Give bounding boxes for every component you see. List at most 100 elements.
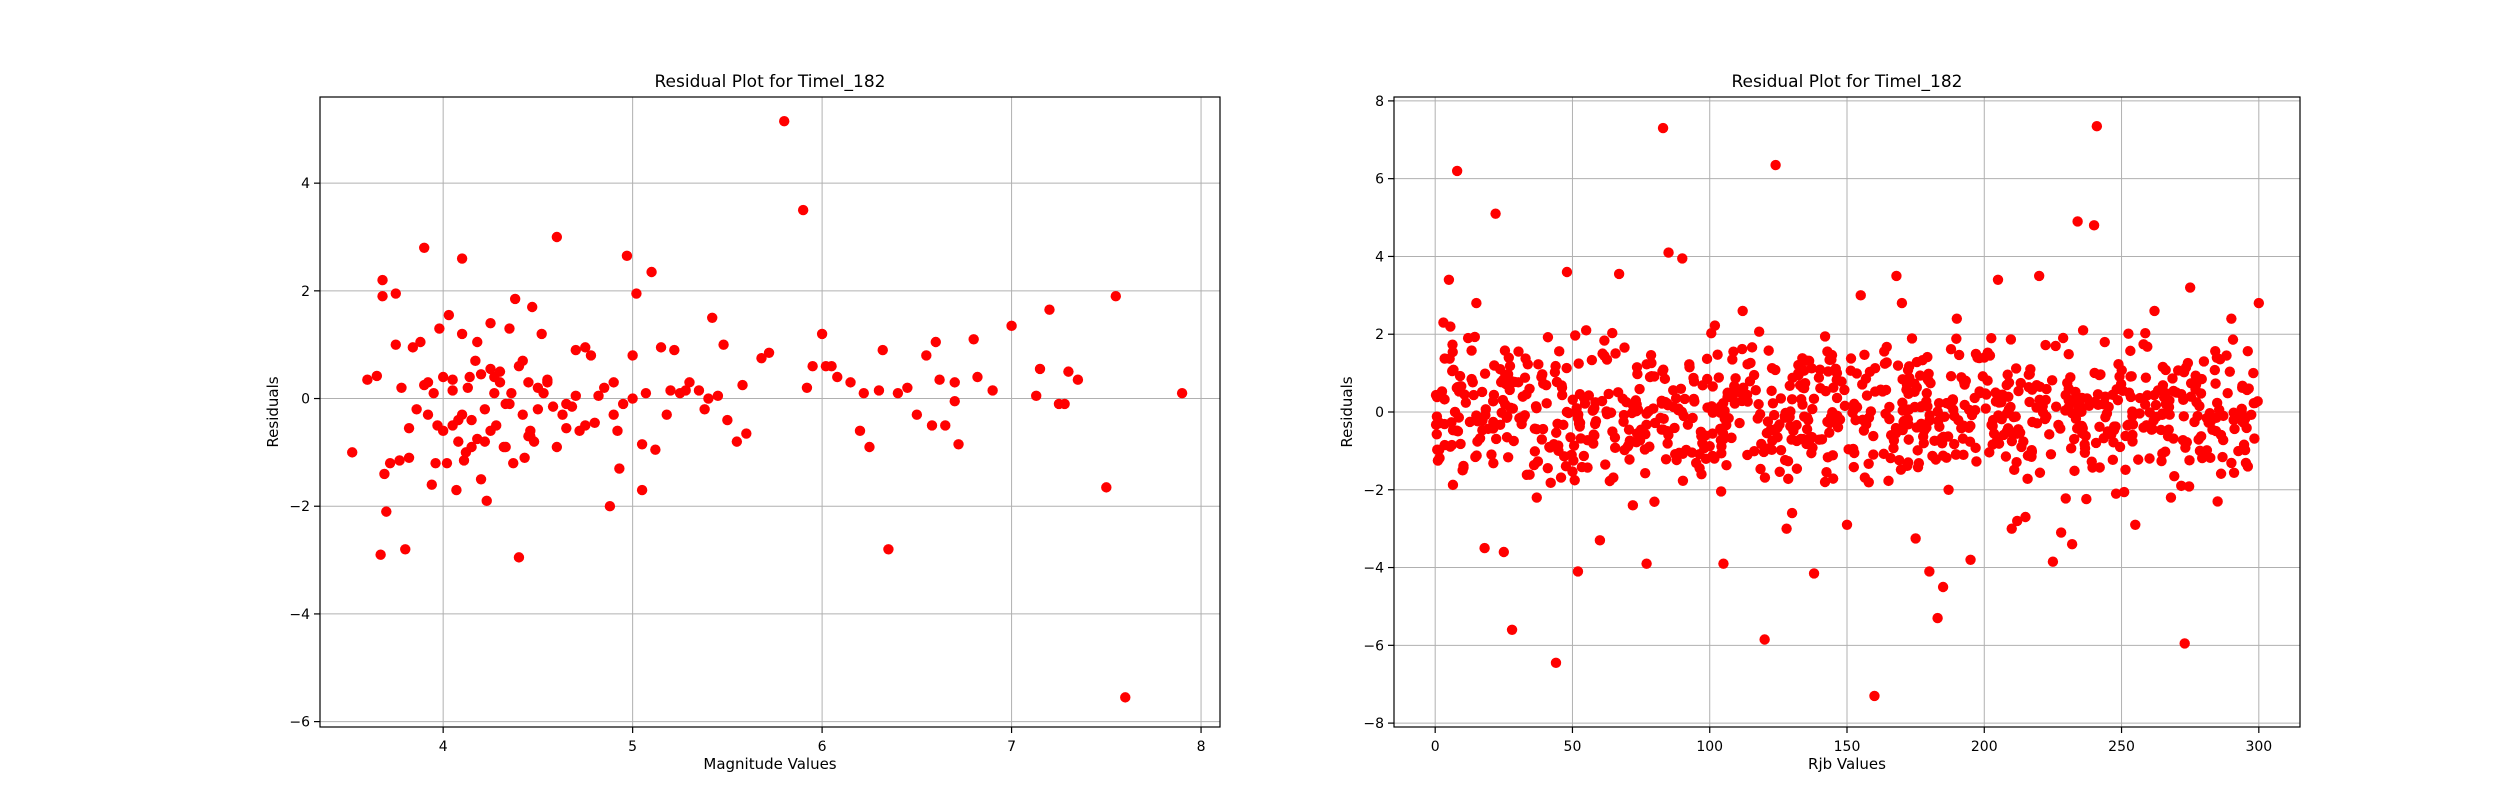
data-point — [858, 387, 869, 399]
data-point — [419, 379, 430, 391]
data-point — [2177, 434, 2189, 446]
data-point — [2108, 437, 2119, 448]
data-point — [826, 361, 837, 372]
data-point — [1770, 159, 1781, 171]
data-point — [1855, 290, 1866, 301]
data-point — [2117, 385, 2129, 397]
data-point — [1677, 448, 1689, 459]
data-point — [1601, 409, 1613, 420]
y-tick-label: −2 — [289, 499, 310, 515]
data-point — [453, 436, 464, 447]
data-point — [2068, 433, 2080, 445]
data-point — [1863, 477, 1874, 488]
data-point — [1890, 428, 1902, 439]
data-point — [1561, 266, 1573, 278]
data-point — [1536, 434, 1548, 445]
data-point — [2149, 389, 2160, 401]
data-point — [1850, 414, 1861, 426]
data-point — [1488, 416, 1499, 428]
data-point — [1984, 447, 1995, 458]
data-point — [1897, 374, 1908, 385]
data-point — [2240, 457, 2252, 469]
data-point — [1824, 417, 1835, 429]
data-point — [1934, 421, 1945, 432]
x-tick-label: 50 — [1564, 739, 1582, 755]
data-point — [2167, 373, 2178, 384]
magnitude-residual-panel: Residual Plot for TimeI_182 Magnitude Va… — [264, 72, 1221, 773]
data-point — [608, 377, 619, 388]
data-point — [1736, 395, 1748, 407]
data-point — [2027, 416, 2038, 428]
data-point — [485, 317, 496, 329]
data-point — [1618, 409, 1630, 421]
data-point — [1561, 362, 1572, 374]
data-point — [2067, 396, 2079, 407]
data-point — [1466, 345, 1477, 356]
data-point — [1550, 360, 1561, 372]
data-point — [1863, 458, 1874, 469]
data-point — [1603, 388, 1614, 400]
data-point — [1110, 291, 1121, 302]
data-point — [1774, 466, 1785, 478]
y-tick-label: −6 — [289, 715, 310, 731]
data-point — [2002, 369, 2013, 380]
data-point — [2091, 120, 2103, 132]
data-point — [1537, 369, 1548, 380]
data-point — [2176, 389, 2187, 400]
data-point — [570, 390, 581, 402]
data-point — [513, 552, 525, 563]
data-point — [1476, 386, 1488, 398]
data-point — [1587, 405, 1598, 416]
data-point — [2069, 465, 2080, 477]
data-point — [1717, 428, 1729, 439]
data-point — [655, 342, 667, 353]
data-point — [1631, 436, 1642, 448]
data-point — [911, 409, 923, 420]
data-point — [1006, 320, 1017, 332]
data-point — [1980, 403, 1991, 414]
data-point — [1712, 349, 1723, 360]
data-point — [1571, 403, 1582, 414]
data-point — [377, 291, 388, 302]
data-point — [877, 344, 888, 356]
data-point — [1879, 346, 1890, 357]
data-point — [1677, 475, 1689, 486]
data-point — [1471, 410, 1482, 421]
data-point — [1468, 389, 1479, 401]
data-point — [1447, 424, 1459, 436]
data-point — [2249, 433, 2260, 444]
data-point — [2114, 371, 2125, 382]
data-point — [2045, 449, 2057, 460]
data-point — [1689, 396, 1700, 407]
data-point — [485, 425, 496, 437]
data-point — [2211, 352, 2223, 363]
data-point — [2237, 380, 2248, 392]
data-point — [1627, 500, 1639, 511]
data-point — [1869, 690, 1880, 702]
data-point — [1704, 440, 1715, 452]
data-point — [2125, 345, 2136, 357]
data-point — [1586, 354, 1598, 366]
data-point — [1902, 457, 1914, 468]
data-point — [1513, 346, 1524, 357]
data-point — [1663, 247, 1674, 258]
data-point — [1569, 475, 1580, 486]
data-point — [1992, 274, 2004, 285]
data-point — [456, 253, 468, 264]
data-point — [481, 495, 492, 507]
data-point — [1622, 441, 1633, 452]
data-point — [2006, 523, 2017, 534]
data-point — [1958, 376, 1970, 388]
data-point — [1953, 349, 1965, 361]
data-point — [390, 288, 401, 299]
data-point — [1509, 376, 1520, 388]
data-point — [1452, 381, 1463, 393]
data-point — [1479, 368, 1491, 379]
data-point — [470, 355, 481, 367]
data-point — [2081, 393, 2093, 404]
data-point — [972, 371, 983, 383]
data-point — [1982, 347, 1993, 358]
data-point — [1736, 343, 1748, 355]
data-point — [1991, 435, 2003, 447]
data-point — [1748, 369, 1760, 381]
